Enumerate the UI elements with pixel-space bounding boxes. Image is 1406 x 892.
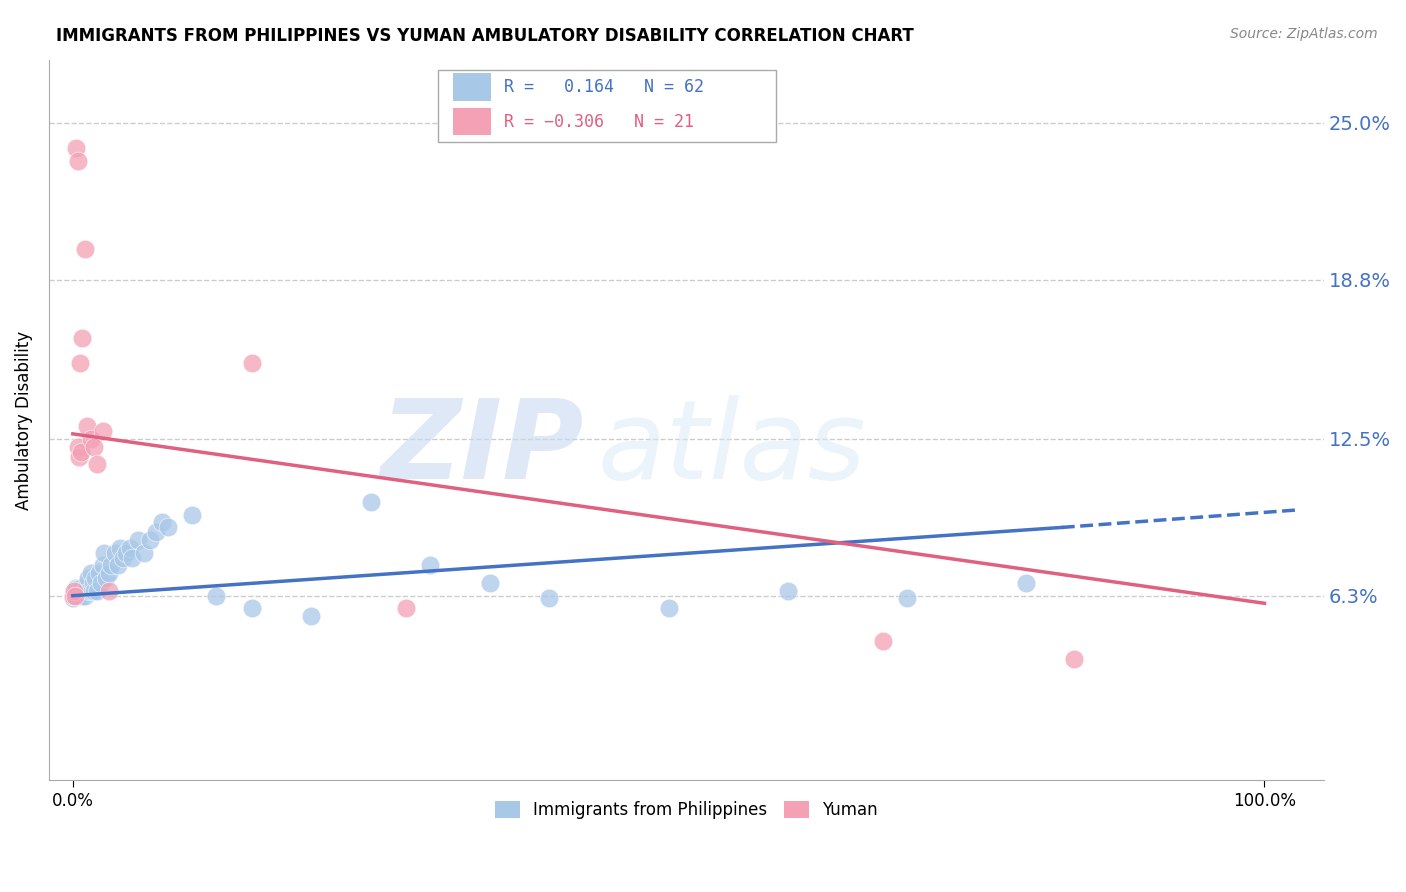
Point [72, 331, 94, 345]
Point [75, 581, 97, 595]
Text: Source: ZipAtlas.com: Source: ZipAtlas.com [1230, 27, 1378, 41]
Point [72, 583, 94, 598]
Point [66, 583, 89, 598]
Point [776, 583, 799, 598]
Text: R = −0.306   N = 21: R = −0.306 N = 21 [505, 112, 695, 130]
Text: ZIP: ZIP [381, 395, 585, 502]
Point [478, 576, 501, 591]
Point [240, 601, 263, 615]
Point [150, 516, 173, 530]
Point [395, 601, 418, 615]
Point [896, 591, 918, 606]
Point [100, 558, 122, 573]
Point [538, 591, 561, 606]
Point [73, 242, 96, 256]
Text: R =   0.164   N = 62: R = 0.164 N = 62 [505, 78, 704, 96]
Point [63, 589, 86, 603]
Point [872, 634, 894, 648]
Point [69, 583, 91, 598]
Legend: Immigrants from Philippines, Yuman: Immigrants from Philippines, Yuman [488, 795, 884, 826]
Point [86, 583, 108, 598]
Point [63, 589, 86, 603]
Point [70, 444, 93, 458]
Y-axis label: Ambulatory Disability: Ambulatory Disability [15, 330, 32, 509]
Text: IMMIGRANTS FROM PHILIPPINES VS YUMAN AMBULATORY DISABILITY CORRELATION CHART: IMMIGRANTS FROM PHILIPPINES VS YUMAN AMB… [56, 27, 914, 45]
Point [62, 591, 84, 606]
Point [419, 558, 441, 573]
FancyBboxPatch shape [453, 73, 492, 101]
Point [90, 576, 112, 591]
Point [77, 571, 100, 585]
Point [72, 589, 94, 603]
Point [299, 609, 322, 624]
Point [67, 581, 90, 595]
Point [83, 583, 105, 598]
Point [63, 583, 86, 598]
Point [93, 546, 115, 560]
Point [66, 440, 89, 454]
Point [65, 581, 87, 595]
Point [84, 571, 107, 585]
Point [121, 550, 143, 565]
Point [76, 576, 98, 591]
Point [79, 432, 101, 446]
FancyBboxPatch shape [437, 70, 776, 143]
Point [72, 586, 94, 600]
Point [91, 425, 114, 439]
Point [66, 589, 89, 603]
Point [79, 566, 101, 580]
Point [69, 589, 91, 603]
Point [69, 356, 91, 370]
Point [103, 546, 125, 560]
Point [145, 525, 167, 540]
Point [240, 356, 263, 370]
Point [66, 153, 89, 168]
FancyBboxPatch shape [453, 108, 492, 136]
Point [70, 589, 93, 603]
Point [181, 508, 204, 522]
Point [157, 520, 180, 534]
Point [110, 541, 132, 555]
Point [73, 589, 96, 603]
Point [107, 558, 129, 573]
Point [62, 589, 84, 603]
Point [82, 576, 104, 591]
Point [134, 546, 156, 560]
Point [86, 457, 108, 471]
Point [139, 533, 162, 547]
Text: atlas: atlas [598, 395, 866, 502]
Point [76, 419, 98, 434]
Point [658, 601, 681, 615]
Point [65, 586, 87, 600]
Point [360, 495, 382, 509]
Point [111, 550, 134, 565]
Point [118, 541, 141, 555]
Point [65, 141, 87, 155]
Point [97, 566, 120, 580]
Point [1063, 652, 1085, 666]
Point [127, 533, 149, 547]
Point [80, 583, 103, 598]
Point [115, 546, 138, 560]
Point [67, 450, 90, 464]
Point [70, 581, 93, 595]
Point [73, 586, 96, 600]
Point [63, 589, 86, 603]
Point [87, 566, 110, 580]
Point [67, 586, 90, 600]
Point [204, 589, 226, 603]
Point [83, 440, 105, 454]
Point [63, 586, 86, 600]
Point [1015, 576, 1038, 591]
Point [79, 583, 101, 598]
Point [96, 571, 118, 585]
Point [97, 583, 120, 598]
Point [91, 558, 114, 573]
Point [63, 583, 86, 598]
